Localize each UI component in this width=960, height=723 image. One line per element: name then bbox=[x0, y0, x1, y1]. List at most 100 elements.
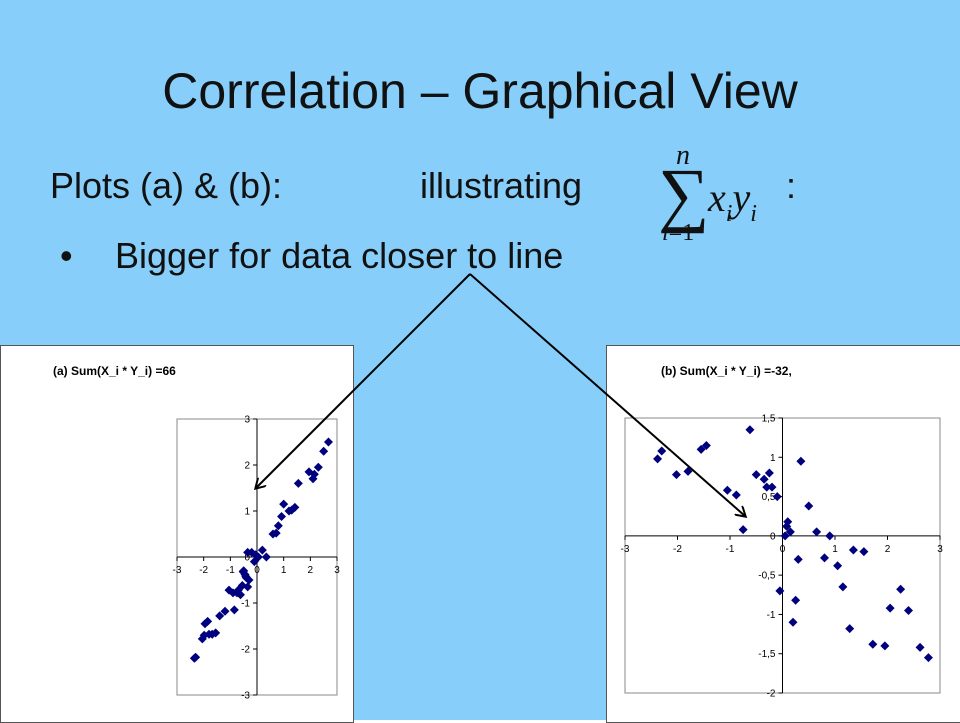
chart-a-data-point bbox=[290, 502, 300, 512]
chart-b-data-point bbox=[793, 554, 803, 564]
chart-a-data-point bbox=[293, 478, 303, 488]
formula-lower-index: i bbox=[662, 220, 669, 246]
formula-x: x bbox=[708, 175, 726, 220]
chart-a-data-point bbox=[229, 605, 239, 615]
chart-b-data-point bbox=[764, 468, 774, 478]
chart-a-data-point bbox=[203, 616, 213, 626]
chart-b-y-tick-label: -0,5 bbox=[758, 571, 776, 582]
chart-a-y-tick-label: -2 bbox=[241, 645, 250, 656]
chart-a-x-tick-label: 3 bbox=[334, 565, 340, 576]
chart-b-x-tick-label: -2 bbox=[673, 544, 682, 555]
chart-b-data-point bbox=[880, 641, 890, 651]
chart-b-data-point bbox=[671, 470, 681, 480]
chart-a-data-point bbox=[251, 550, 261, 560]
chart-a-x-tick-label: 0 bbox=[254, 565, 260, 576]
subtitle-plots: Plots (a) & (b): bbox=[50, 165, 283, 206]
chart-a-x-tick-label: -1 bbox=[226, 565, 235, 576]
chart-b-data-point bbox=[825, 531, 835, 541]
chart-b-data-point bbox=[820, 553, 829, 563]
chart-a-data-point bbox=[323, 437, 333, 447]
chart-b-data-point bbox=[751, 470, 761, 480]
chart-a-data-point bbox=[319, 446, 329, 456]
chart-a-y-tick-label: 1 bbox=[244, 507, 250, 518]
formula-expression: xiyi bbox=[708, 174, 757, 228]
chart-b-data-point bbox=[812, 527, 822, 537]
chart-b-data-point bbox=[780, 531, 790, 541]
chart-a-data-point bbox=[277, 512, 287, 522]
sigma-symbol: ∑ bbox=[658, 154, 710, 234]
chart-b-data-point bbox=[772, 492, 782, 502]
chart-b-data-point bbox=[896, 584, 906, 594]
formula-lower-limit: i=1 bbox=[662, 220, 694, 247]
chart-b-data-point bbox=[833, 561, 843, 571]
chart-b-data-point bbox=[759, 474, 769, 484]
chart-b-data-point bbox=[785, 527, 795, 537]
chart-a-data-point bbox=[313, 462, 323, 472]
chart-a-data-point bbox=[215, 611, 225, 621]
subtitle-colon: : bbox=[786, 165, 797, 206]
chart-a-data-point bbox=[244, 575, 254, 585]
chart-a-data-point bbox=[279, 499, 289, 509]
chart-panel-a: (a) Sum(X_i * Y_i) =66 -3 -2 -1 0 1 2 3 -3 -2 -1 0… bbox=[0, 345, 354, 723]
chart-b-y-tick-label: -1 bbox=[767, 610, 776, 621]
chart-a-x-tick-label: -2 bbox=[199, 565, 208, 576]
chart-a-y-tick-label: 0 bbox=[244, 553, 250, 564]
chart-b-x-tick-label: 1 bbox=[832, 544, 838, 555]
chart-a-data-point bbox=[235, 590, 245, 600]
formula-x-sub: i bbox=[725, 201, 733, 227]
chart-a-y-tick-label: 3 bbox=[244, 415, 250, 426]
chart-a-data-point bbox=[247, 547, 257, 557]
chart-a-data-point bbox=[253, 552, 263, 562]
chart-b-x-tick-label: 2 bbox=[885, 544, 891, 555]
chart-b-x-tick-label: -1 bbox=[726, 544, 735, 555]
chart-b-data-point bbox=[775, 586, 785, 596]
chart-a-data-point bbox=[220, 606, 230, 616]
chart-b-data-point bbox=[657, 446, 667, 456]
chart-b-y-tick-label: 1 bbox=[770, 453, 776, 464]
chart-b-data-point bbox=[923, 653, 933, 663]
formula-y-sub: i bbox=[750, 201, 757, 227]
chart-b-data-point bbox=[683, 466, 693, 476]
chart-a-y-tick-label: -1 bbox=[241, 599, 250, 610]
chart-a-x-tick-label: -3 bbox=[173, 565, 182, 576]
chart-b-y-tick-label: -2 bbox=[767, 689, 776, 700]
chart-b-y-tick-label: 0 bbox=[770, 531, 776, 542]
formula-upper-limit: n bbox=[676, 140, 690, 171]
chart-b-data-point bbox=[783, 517, 793, 527]
chart-a-x-tick-label: 1 bbox=[281, 565, 287, 576]
chart-a-data-point bbox=[249, 557, 259, 567]
chart-a-data-point bbox=[273, 521, 283, 531]
chart-a-data-point bbox=[237, 581, 247, 591]
sum-formula: n ∑ i=1 xiyi bbox=[650, 140, 780, 255]
chart-a-x-tick-label: 2 bbox=[308, 565, 314, 576]
chart-b-x-tick-label: 0 bbox=[780, 544, 786, 555]
chart-a-svg: -3 -2 -1 0 1 2 3 -3 -2 -1 0 1 2 3 bbox=[173, 415, 341, 702]
chart-b-data-point bbox=[845, 624, 855, 634]
chart-panel-b: (b) Sum(X_i * Y_i) =-32, -3 -2 -1 0 1 2 3 -2 -1,… bbox=[606, 345, 960, 723]
bullet-marker: • bbox=[60, 235, 73, 276]
chart-b-data-point bbox=[738, 525, 748, 535]
formula-lower-eq: =1 bbox=[668, 220, 695, 246]
chart-b-data-point bbox=[762, 482, 772, 492]
chart-b-x-tick-label: 3 bbox=[937, 544, 943, 555]
bullet-text: Bigger for data closer to line bbox=[115, 235, 564, 276]
chart-b-y-tick-label: 0,5 bbox=[762, 492, 776, 503]
chart-a-title: (a) Sum(X_i * Y_i) =66 bbox=[53, 364, 176, 378]
chart-b-y-tick-label: 1,5 bbox=[762, 414, 776, 425]
chart-b-x-tick-label: -3 bbox=[621, 544, 630, 555]
chart-b-data-point bbox=[868, 639, 878, 649]
chart-b-data-point bbox=[838, 582, 848, 592]
chart-b-y-tick-label: -1,5 bbox=[758, 649, 776, 660]
formula-y: y bbox=[732, 175, 751, 220]
chart-a-data-point bbox=[241, 573, 251, 583]
chart-b-data-point bbox=[745, 425, 755, 435]
chart-b-svg: -3 -2 -1 0 1 2 3 -2 -1,5 -1 -0,5 0 0,5 1 1,5 bbox=[621, 414, 944, 700]
chart-b-data-point bbox=[804, 501, 814, 511]
chart-a-data-point bbox=[271, 528, 281, 538]
chart-b-data-point bbox=[859, 547, 869, 557]
chart-b-data-point bbox=[904, 606, 913, 615]
subtitle-illustrating: illustrating bbox=[420, 165, 583, 206]
chart-b-data-point bbox=[731, 490, 741, 500]
chart-b-data-point bbox=[885, 603, 895, 613]
chart-a-y-tick-label: 2 bbox=[244, 461, 250, 472]
